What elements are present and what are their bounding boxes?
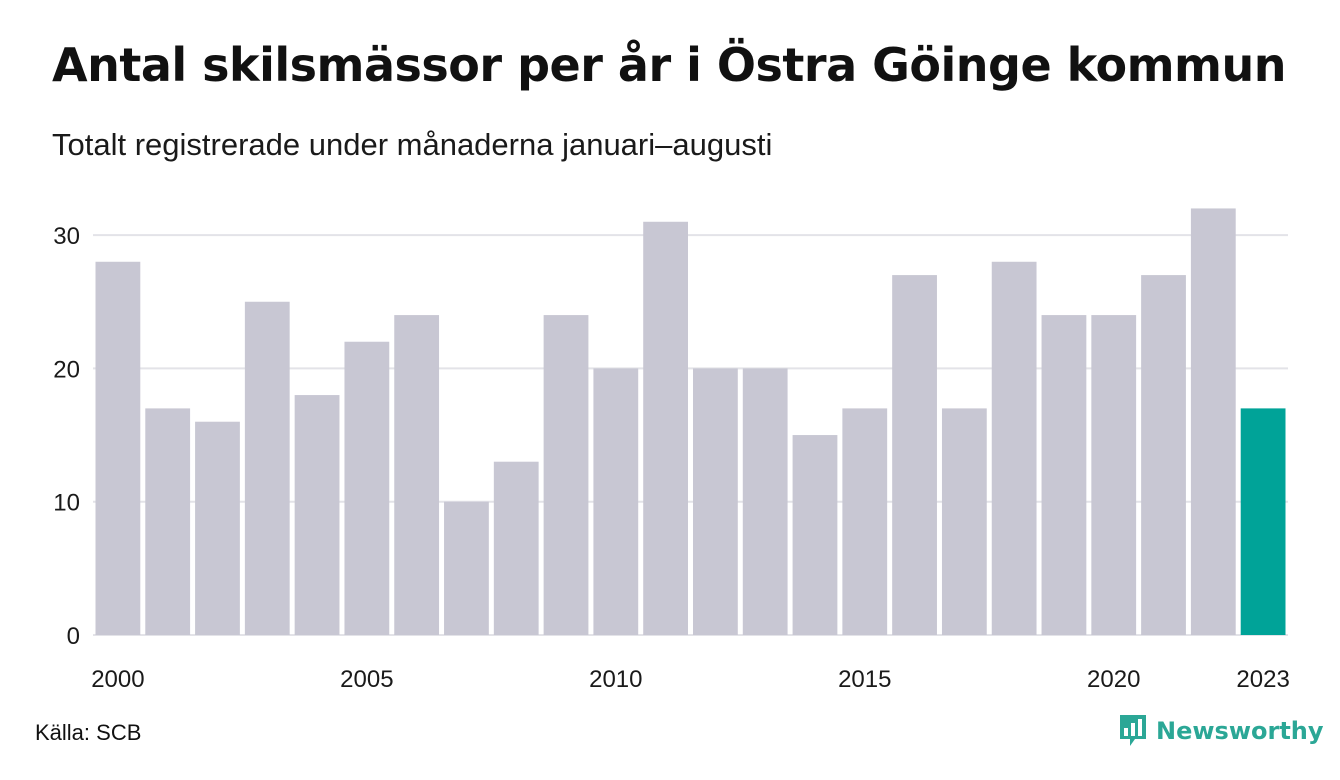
grid-lines: [93, 234, 1288, 636]
bar-2003: [244, 301, 290, 635]
bar-2017: [941, 408, 987, 635]
bar-2008: [493, 461, 539, 635]
chart-title: Antal skilsmässor per år i Östra Göinge …: [52, 38, 1286, 92]
bar-2004: [294, 395, 340, 635]
x-axis-ticks: 2000 2005 2010 2015 2020 2023: [91, 666, 1290, 693]
bar-2016: [892, 275, 937, 635]
bar-2019: [1041, 315, 1087, 635]
bar-2013: [742, 368, 788, 635]
brand-name: Newsworthy: [1156, 717, 1324, 745]
bar-2011: [643, 221, 688, 635]
bar-2023: [1240, 408, 1286, 635]
bar-2015: [842, 408, 888, 635]
y-tick-label: 10: [53, 490, 80, 517]
y-tick-label: 30: [53, 223, 80, 250]
bar-2002: [195, 421, 240, 635]
bar-2018: [991, 261, 1037, 635]
bar-2007: [444, 501, 489, 635]
newsworthy-brand[interactable]: Newsworthy: [1118, 713, 1324, 749]
x-tick-label: 2010: [589, 666, 642, 693]
newsworthy-logo-icon: [1120, 715, 1146, 746]
bar-2006: [394, 315, 440, 635]
bars: [95, 208, 1286, 635]
bar-2001: [145, 408, 191, 635]
bar-2000: [95, 261, 141, 635]
x-tick-label: 2020: [1087, 666, 1140, 693]
bar-chart: 0 10 20 30 2000 2005 2010 2015 2020 2023: [53, 208, 1290, 693]
bar-2010: [593, 368, 639, 635]
y-tick-label: 20: [53, 356, 80, 383]
bar-2009: [543, 315, 589, 635]
bar-2014: [792, 435, 838, 635]
bar-2020: [1091, 315, 1137, 635]
y-tick-label: 0: [67, 623, 80, 650]
source-note: Källa: SCB: [35, 720, 142, 745]
bar-2005: [344, 341, 390, 635]
y-axis-ticks: 0 10 20 30: [53, 223, 80, 650]
bar-2012: [693, 368, 738, 635]
bar-2021: [1141, 275, 1186, 635]
x-tick-label: 2000: [91, 666, 144, 693]
bar-2022: [1190, 208, 1236, 635]
x-tick-label: 2015: [838, 666, 891, 693]
x-tick-label: 2023: [1236, 666, 1289, 693]
x-tick-label: 2005: [340, 666, 393, 693]
chart-subtitle: Totalt registrerade under månaderna janu…: [52, 127, 773, 162]
